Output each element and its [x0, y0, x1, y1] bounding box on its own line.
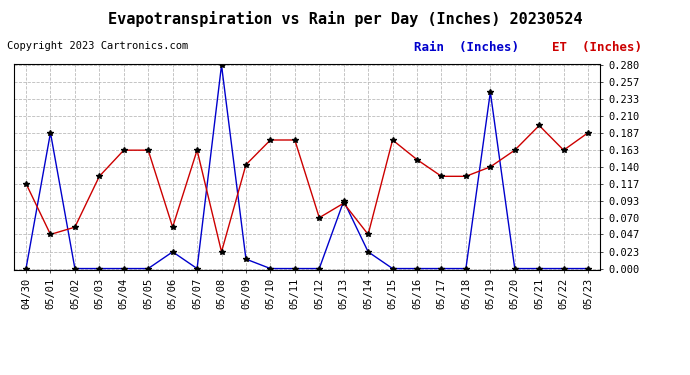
Text: Evapotranspiration vs Rain per Day (Inches) 20230524: Evapotranspiration vs Rain per Day (Inch… [108, 11, 582, 27]
Text: Copyright 2023 Cartronics.com: Copyright 2023 Cartronics.com [7, 41, 188, 51]
Text: ET  (Inches): ET (Inches) [552, 41, 642, 54]
Text: Rain  (Inches): Rain (Inches) [414, 41, 519, 54]
